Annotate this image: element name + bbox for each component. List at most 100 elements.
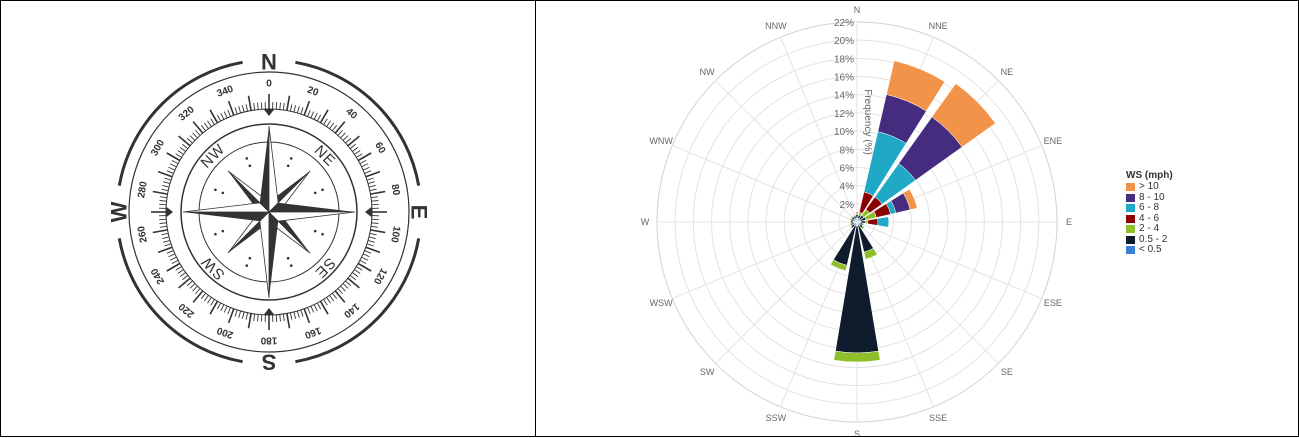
degree-tick [238,310,242,318]
bar-segment [877,216,890,228]
degree-tick [362,166,370,171]
legend-item[interactable]: 4 - 6 [1126,213,1173,225]
degree-tick [210,118,215,125]
bar-segment [849,223,852,227]
degree-tick [159,222,167,224]
degree-tick [354,150,361,155]
outer-ring-arc [117,60,243,186]
legend-label: 8 - 10 [1139,191,1165,203]
degree-label: 340 [215,84,235,100]
direction-label-nne: NNE [929,21,948,31]
degree-tick [234,309,238,317]
degree-tick [365,170,381,178]
degree-label: 140 [341,300,361,319]
degree-tick [296,106,300,114]
degree-tick [307,307,311,315]
radial-tick-label: 14% [834,91,854,102]
degree-tick [369,232,377,236]
degree-tick [163,239,171,243]
direction-label-nnw: NNW [765,21,787,31]
degree-tick [279,102,281,110]
legend-item[interactable]: < 0.5 [1126,244,1173,256]
bar-segment [867,218,879,226]
legend-label: 0.5 - 2 [1139,233,1168,245]
degree-ring-outer [128,71,410,353]
legend-item[interactable]: 8 - 10 [1126,191,1173,204]
degree-tick [234,107,238,115]
rose-dot [313,191,317,195]
star-point-major [182,202,270,213]
grid-spoke [780,37,858,223]
degree-tick [164,243,172,247]
degree-tick [370,225,378,228]
degree-tick [209,109,219,124]
legend-item[interactable]: > 10 [1126,181,1173,193]
inner-ring [180,123,358,301]
rose-dot [248,256,252,260]
degree-tick [253,313,256,321]
degree-tick [370,229,386,234]
degree-tick [175,153,182,158]
degree-tick [210,299,215,306]
degree-tick [186,138,193,144]
cardinal-label-n: N [261,50,277,75]
degree-tick [303,308,311,324]
degree-tick [257,102,259,110]
wind-rose-panel: 2% 4% 6% 8% 10% 12% 14% 16% 18% 20% 22% Frequency (… [535,0,1299,437]
legend-item[interactable]: 0.5 - 2 [1126,233,1173,246]
degree-tick [209,300,219,315]
bar-segment [886,60,946,112]
degree-tick [227,307,231,315]
degree-tick [238,106,242,114]
rose-dot [214,232,217,236]
legend-swatch [1126,225,1135,234]
rose-dot [321,188,324,192]
rose-dot [214,188,217,192]
intercardinal-label-sw: SW [198,253,229,284]
outer-ring-arc [117,238,243,364]
degree-tick [253,103,256,111]
degree-tick [367,239,375,243]
bar-segment [850,215,854,219]
radial-tick-label: 22% [834,18,854,29]
star-point-major [269,202,355,212]
bar-segment [835,225,879,354]
degree-tick [286,95,291,111]
bar-segment [849,217,852,221]
degree-tick [163,181,171,185]
degree-label: 180 [260,335,277,346]
legend-swatch [1126,246,1135,255]
degree-tick [319,109,329,124]
degree-label: 260 [136,225,150,244]
degree-tick [370,190,386,195]
degree-tick [152,190,168,195]
bar-segment [830,259,848,272]
degree-tick [349,275,356,281]
degree-tick [157,170,173,178]
rose-dot [313,229,317,233]
degree-tick [247,95,252,111]
degree-tick [319,300,329,315]
legend-swatch [1126,183,1135,192]
star-point-major [268,125,279,213]
degree-tick [369,188,377,192]
cardinal-label-e: E [407,205,432,220]
degree-tick [227,100,235,116]
degree-tick [171,259,179,265]
radial-tick-label: 2% [840,200,855,211]
degree-tick [370,196,378,199]
degree-tick [326,297,331,304]
degree-tick [168,253,176,258]
legend-item[interactable]: 6 - 8 [1126,202,1173,214]
degree-tick [289,312,293,320]
degree-tick [342,135,349,141]
degree-tick [364,250,372,254]
legend-item[interactable]: 2 - 4 [1126,223,1173,235]
degree-label: 60 [372,140,387,156]
degree-tick [347,135,360,147]
degree-tick [169,163,177,168]
degree-tick [161,232,169,236]
star-point-major [259,126,269,212]
degree-tick [313,304,318,312]
degree-label: 280 [136,180,150,199]
